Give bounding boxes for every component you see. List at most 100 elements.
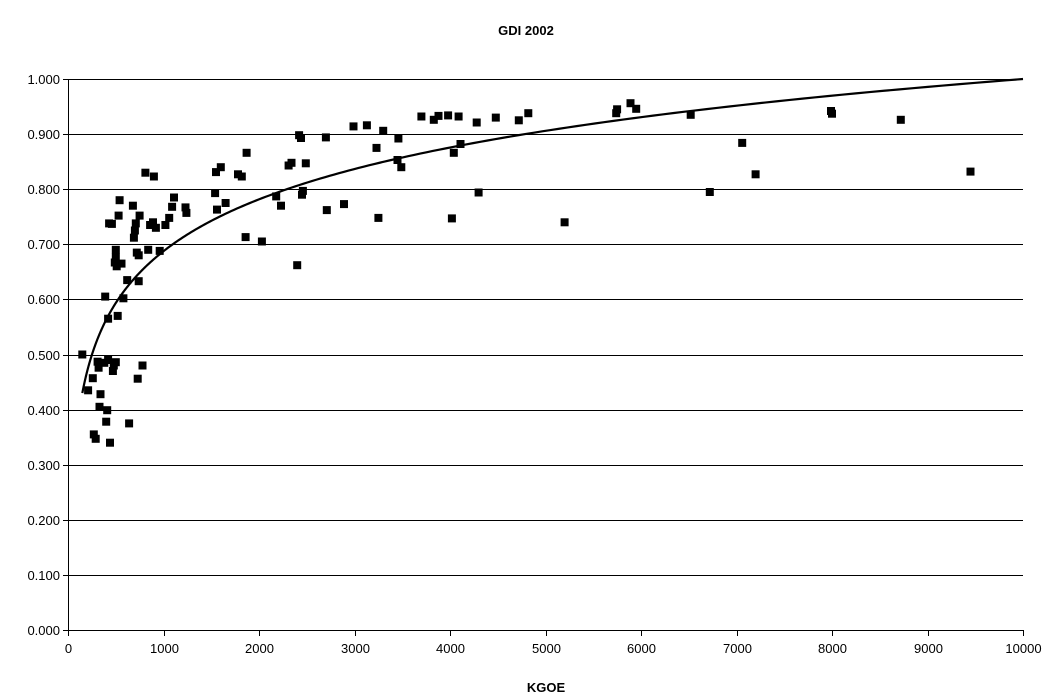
- data-point: [213, 205, 221, 214]
- data-points: [78, 99, 975, 447]
- data-point: [134, 277, 143, 286]
- data-point: [133, 374, 142, 383]
- data-point: [131, 219, 140, 228]
- data-point: [474, 188, 483, 197]
- data-point: [88, 374, 97, 383]
- data-point: [129, 233, 138, 242]
- data-point: [149, 172, 158, 181]
- data-point: [447, 214, 456, 223]
- data-point: [149, 218, 157, 227]
- x-tick-label: 1000: [150, 641, 179, 656]
- data-point: [104, 356, 113, 364]
- data-point: [89, 430, 98, 439]
- data-point: [104, 314, 113, 323]
- data-point: [434, 111, 443, 120]
- data-point: [111, 253, 120, 262]
- y-tick-label: 0.600: [27, 292, 60, 307]
- data-point: [155, 246, 164, 255]
- data-point: [514, 116, 523, 125]
- y-tick-label: 0.200: [27, 513, 60, 528]
- y-axis-ticks: 0.000 0.100 0.200 0.300 0.400 0.500 0.600 0.700…: [27, 72, 68, 638]
- data-point: [241, 233, 250, 242]
- data-point: [362, 121, 371, 130]
- data-point: [372, 143, 381, 152]
- data-point: [108, 367, 117, 375]
- data-point: [524, 109, 533, 118]
- data-point: [151, 223, 160, 232]
- x-tick-label: 4000: [436, 641, 465, 656]
- data-point: [287, 158, 296, 167]
- x-tick-label: 2000: [245, 641, 274, 656]
- data-point: [257, 237, 266, 246]
- data-point: [242, 148, 251, 157]
- data-point: [738, 138, 747, 147]
- data-point: [896, 115, 905, 124]
- data-point: [301, 159, 310, 168]
- y-tick-label: 1.000: [27, 72, 60, 87]
- data-point: [751, 170, 760, 179]
- data-point: [613, 105, 622, 114]
- data-point: [106, 438, 114, 447]
- x-tick-label: 7000: [723, 641, 752, 656]
- data-point: [626, 99, 635, 108]
- x-axis-label: KGOE: [527, 680, 566, 695]
- data-point: [141, 168, 150, 177]
- data-point: [123, 276, 132, 285]
- data-point: [84, 386, 93, 395]
- trendline: [81, 77, 1024, 394]
- data-point: [379, 126, 388, 135]
- data-point: [340, 200, 348, 209]
- data-point: [686, 110, 695, 119]
- data-point: [161, 221, 170, 229]
- x-tick-label: 3000: [341, 641, 370, 656]
- data-point: [102, 417, 111, 426]
- y-tick-label: 0.300: [27, 458, 60, 473]
- data-point: [237, 172, 246, 181]
- data-point: [429, 115, 438, 124]
- data-point: [298, 186, 307, 195]
- data-point: [966, 167, 975, 176]
- data-point: [113, 311, 122, 320]
- data-point: [211, 189, 220, 198]
- data-point: [94, 363, 103, 372]
- data-point: [297, 134, 305, 142]
- x-tick-label: 9000: [914, 641, 943, 656]
- data-point: [107, 219, 116, 228]
- y-tick-label: 0.900: [27, 127, 60, 142]
- data-point: [125, 419, 134, 428]
- y-tick-label: 0.100: [27, 568, 60, 583]
- data-point: [491, 113, 500, 122]
- data-point: [95, 402, 104, 411]
- data-point: [472, 118, 481, 127]
- data-point: [393, 156, 402, 164]
- data-point: [112, 262, 121, 271]
- data-point: [349, 122, 358, 131]
- data-point: [165, 213, 174, 222]
- data-point: [374, 213, 383, 222]
- data-point: [216, 163, 225, 172]
- chart-title: GDI 2002: [498, 23, 554, 38]
- data-point: [128, 201, 137, 210]
- data-point: [135, 211, 144, 220]
- x-tick-label: 8000: [818, 641, 847, 656]
- data-point: [130, 226, 139, 235]
- data-point: [93, 357, 102, 366]
- data-point: [91, 434, 100, 443]
- data-point: [321, 133, 330, 142]
- data-point: [101, 292, 110, 301]
- gridlines: [68, 79, 1023, 576]
- data-point: [103, 406, 112, 415]
- data-point: [221, 199, 230, 207]
- x-tick-label: 6000: [627, 641, 656, 656]
- data-point: [444, 111, 453, 120]
- data-point: [449, 148, 458, 157]
- data-point: [828, 109, 836, 118]
- data-point: [182, 208, 191, 217]
- y-tick-label: 0.700: [27, 237, 60, 252]
- data-point: [111, 358, 120, 367]
- data-point: [212, 168, 220, 177]
- data-point: [138, 361, 147, 370]
- data-point: [293, 261, 302, 270]
- x-tick-label: 10000: [1005, 641, 1041, 656]
